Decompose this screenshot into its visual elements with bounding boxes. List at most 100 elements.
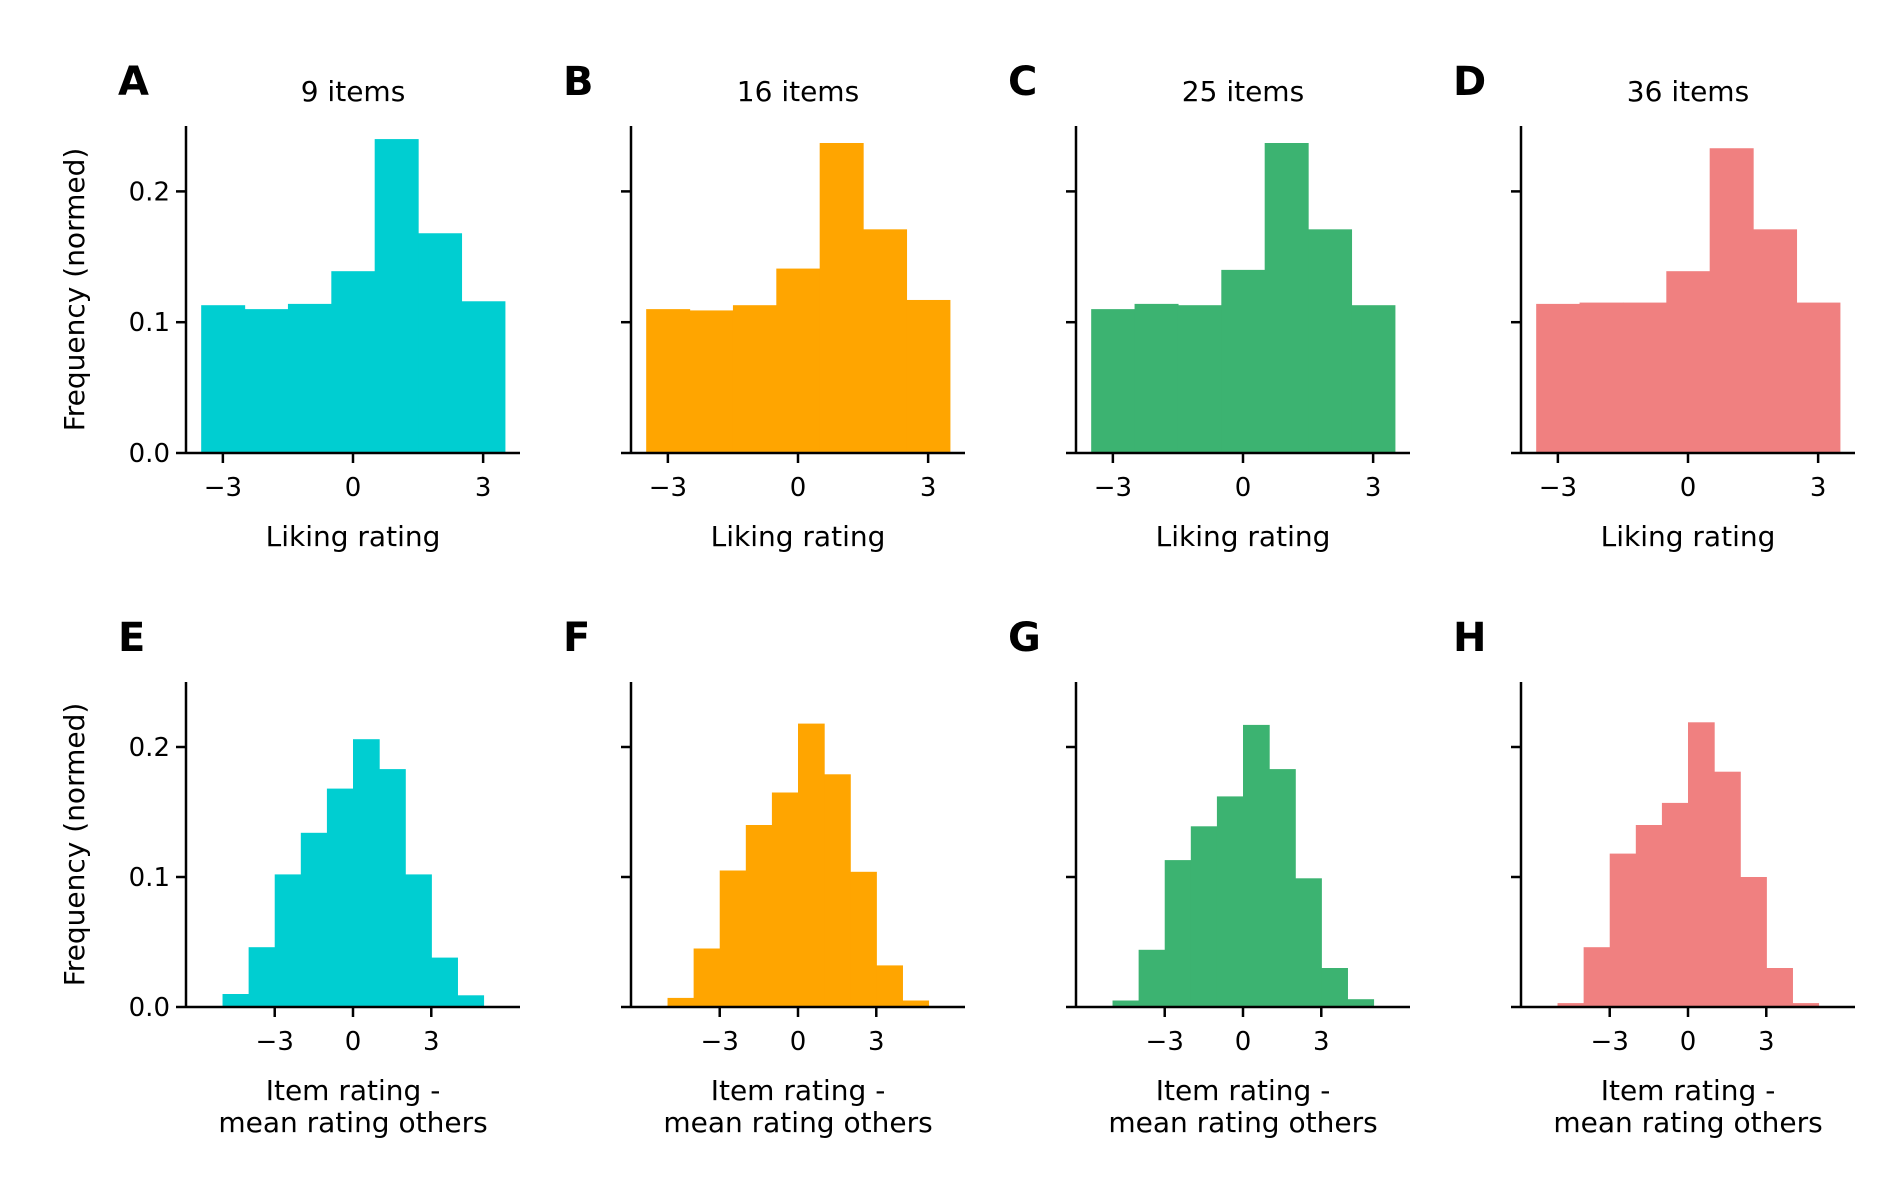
histogram-bar — [1666, 271, 1711, 453]
histogram-bar — [1347, 999, 1375, 1007]
x-axis-label: mean rating others — [663, 1106, 932, 1139]
histogram-bar — [331, 271, 376, 453]
panel-title: 36 items — [1627, 75, 1749, 108]
histogram-bar — [431, 957, 458, 1007]
histogram-bar — [1138, 949, 1166, 1007]
x-tick-label: −3 — [1539, 473, 1577, 503]
x-tick-label: −3 — [1094, 473, 1132, 503]
histogram-bar — [248, 947, 276, 1007]
y-tick-label: 0.1 — [129, 863, 170, 893]
x-tick-label: 3 — [1810, 473, 1827, 503]
histogram-bar — [1609, 853, 1637, 1007]
histogram-bar — [693, 948, 721, 1007]
histogram-bar — [1091, 309, 1136, 453]
histogram-bar — [745, 825, 773, 1007]
panel-a: A 9 items 0.0 0.1 0.2 −3 0 3 Liking rating Freque… — [58, 59, 520, 553]
histogram-bar — [1622, 302, 1667, 453]
histogram-bar — [244, 309, 289, 453]
histogram-bar — [222, 994, 250, 1007]
x-tick-label: 3 — [1758, 1027, 1775, 1057]
x-axis-label: Liking rating — [1156, 520, 1331, 553]
panel-letter: C — [1008, 59, 1037, 105]
panel-letter: A — [118, 59, 149, 105]
histogram-bar — [461, 301, 506, 453]
histogram-bar — [863, 229, 908, 453]
x-tick-label: 0 — [1235, 1027, 1252, 1057]
y-tick-label: 0.2 — [129, 177, 170, 207]
histogram-bar — [667, 997, 695, 1007]
histogram-bar — [902, 1000, 930, 1007]
x-axis-label: Liking rating — [1601, 520, 1776, 553]
histogram-bar — [850, 871, 877, 1007]
x-axis-label: Item rating - — [1601, 1074, 1776, 1107]
panel-b: B 16 items −3 0 3 Liking rating — [563, 59, 965, 553]
y-tick-label: 0.2 — [129, 733, 170, 763]
histogram-bar — [353, 739, 380, 1007]
histogram-bar — [457, 995, 485, 1007]
histogram-bar — [1796, 302, 1841, 453]
x-tick-label: −3 — [256, 1027, 294, 1057]
histogram-bar — [1792, 1003, 1820, 1007]
x-tick-label: 0 — [345, 473, 362, 503]
panel-d: D 36 items −3 0 3 Liking rating — [1453, 59, 1855, 553]
histogram-bar — [798, 723, 825, 1007]
histogram-bar — [876, 965, 903, 1007]
histogram-bar — [1295, 878, 1322, 1007]
histogram-bar — [1661, 802, 1689, 1007]
histogram-bar — [1714, 771, 1741, 1007]
panel-title: 16 items — [737, 75, 859, 108]
histogram-bar — [771, 792, 799, 1007]
histogram-bar — [1351, 305, 1396, 453]
x-tick-label: 0 — [1680, 1027, 1697, 1057]
histogram-bar — [1134, 303, 1179, 453]
y-axis-label: Frequency (normed) — [58, 148, 91, 432]
panel-title: 25 items — [1182, 75, 1304, 108]
y-axis-label: Frequency (normed) — [58, 703, 91, 987]
x-tick-label: −3 — [1146, 1027, 1184, 1057]
histogram-bar — [1190, 826, 1218, 1007]
histogram-bar — [719, 870, 747, 1007]
histogram-bar — [300, 832, 328, 1007]
histogram-bar — [418, 233, 463, 453]
histogram-bar — [1688, 722, 1715, 1007]
panel-letter: B — [563, 59, 594, 105]
panel-g: G −3 0 3 Item rating -mean rating others — [1008, 615, 1410, 1139]
panel-letter: D — [1453, 59, 1486, 105]
histogram-bar — [1766, 968, 1793, 1007]
histogram-bar — [1216, 796, 1244, 1007]
panel-letter: E — [118, 615, 145, 661]
x-axis-label: mean rating others — [1108, 1106, 1377, 1139]
histogram-bar — [374, 139, 419, 453]
x-tick-label: 3 — [423, 1027, 440, 1057]
panel-h: H −3 0 3 Item rating -mean rating others — [1453, 615, 1855, 1139]
y-tick-label: 0.0 — [129, 439, 170, 469]
histogram-bar — [1583, 947, 1611, 1007]
x-tick-label: 0 — [1235, 473, 1252, 503]
panel-e: E 0.0 0.1 0.2 −3 0 3 Item rating -mean rating o… — [58, 615, 520, 1139]
x-tick-label: 3 — [868, 1027, 885, 1057]
histogram-bar — [1164, 860, 1192, 1007]
histogram-bar — [1243, 724, 1270, 1007]
histogram-bar — [405, 874, 432, 1007]
x-tick-label: −3 — [701, 1027, 739, 1057]
histogram-bar — [1112, 1000, 1140, 1007]
histogram-bar — [689, 310, 734, 453]
histogram-bar — [1321, 968, 1348, 1007]
histogram-bar — [1536, 303, 1581, 453]
x-tick-label: −3 — [204, 473, 242, 503]
x-axis-label: Liking rating — [266, 520, 441, 553]
histogram-bar — [274, 874, 302, 1007]
panel-f: F −3 0 3 Item rating -mean rating others — [563, 615, 965, 1139]
panel-c: C 25 items −3 0 3 Liking rating — [1008, 59, 1410, 553]
x-axis-label: Liking rating — [711, 520, 886, 553]
histogram-bar — [1557, 1003, 1585, 1007]
x-axis-label: mean rating others — [1553, 1106, 1822, 1139]
histogram-bar — [906, 299, 951, 453]
histogram-bar — [1579, 302, 1624, 453]
y-tick-label: 0.1 — [129, 308, 170, 338]
histogram-bar — [819, 143, 864, 453]
x-tick-label: 0 — [1680, 473, 1697, 503]
panel-letter: H — [1453, 615, 1486, 661]
histogram-bar — [326, 788, 354, 1007]
